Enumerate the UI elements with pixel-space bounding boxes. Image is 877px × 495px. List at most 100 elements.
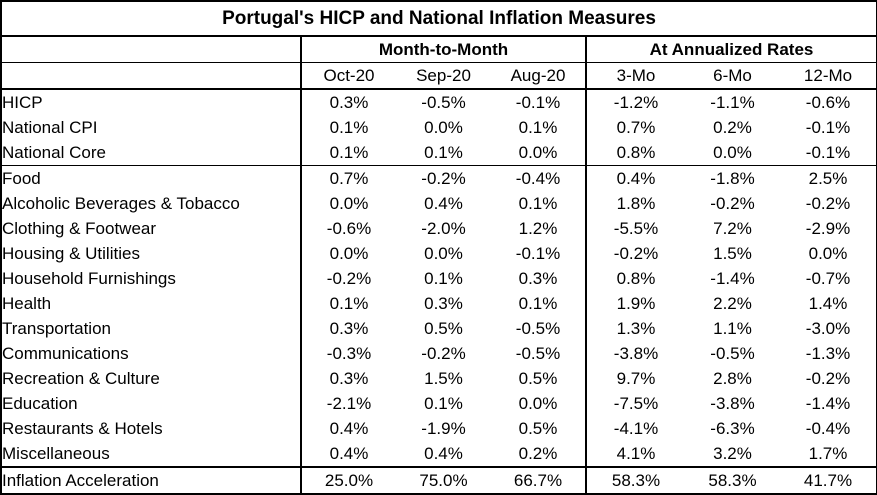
value-cell: 0.2% [713, 118, 752, 137]
value-cell: -0.4% [491, 165, 587, 191]
value-cell: 0.0% [713, 143, 752, 162]
group-month-to-month: Month-to-Month [300, 36, 587, 63]
value-cell: -1.1% [710, 93, 755, 112]
value-cell: 0.4% [329, 419, 369, 438]
table-row: Inflation Acceleration 25.0% 75.0% 66.7% 58.… [0, 466, 877, 495]
column-header: Oct-20 [301, 62, 396, 90]
value-cell: -0.1% [491, 241, 587, 266]
value-cell: 3.2% [713, 444, 752, 463]
column-header: 6-Mo [685, 62, 780, 90]
value-cell: 0.0% [491, 391, 587, 416]
table-row: Household Furnishings -0.2% 0.1% 0.3% 0.8% -1… [0, 266, 877, 291]
table-row: National CPI 0.1% 0.0% 0.1% 0.7% 0.2% -0.1% [0, 115, 877, 140]
value-cell: -2.9% [780, 216, 877, 241]
group-header-row: Month-to-Month At Annualized Rates [0, 36, 877, 63]
table-row: Miscellaneous 0.4% 0.4% 0.2% 4.1% 3.2% 1.7% [0, 441, 877, 467]
table-row: Communications -0.3% -0.2% -0.5% -3.8% -0.5% -… [0, 341, 877, 366]
column-header: 12-Mo [780, 62, 877, 90]
row-label: Transportation [0, 316, 302, 341]
table-row: Alcoholic Beverages & Tobacco 0.0% 0.4% 0.1… [0, 191, 877, 216]
row-label: National Core [0, 140, 302, 166]
value-cell: 75.0% [396, 466, 491, 495]
value-cell: 0.4% [329, 444, 369, 463]
value-cell: -0.2% [780, 366, 877, 391]
value-cell: 4.1% [616, 444, 656, 463]
value-cell: 0.1% [491, 291, 587, 316]
value-cell: 0.0% [424, 118, 463, 137]
value-cell: 0.8% [616, 269, 656, 288]
value-cell: 1.1% [713, 319, 752, 338]
value-cell: 0.1% [329, 118, 369, 137]
value-cell: 0.3% [424, 294, 463, 313]
row-label: HICP [0, 89, 302, 115]
column-header: Sep-20 [396, 62, 491, 90]
row-label: Recreation & Culture [0, 366, 302, 391]
value-cell: -0.6% [326, 219, 372, 238]
value-cell: 58.3% [685, 466, 780, 495]
table-row: Housing & Utilities 0.0% 0.0% -0.1% -0.2% 1.5… [0, 241, 877, 266]
table-row: Recreation & Culture 0.3% 1.5% 0.5% 9.7% 2.8%… [0, 366, 877, 391]
value-cell: -3.0% [780, 316, 877, 341]
row-label: Housing & Utilities [0, 241, 302, 266]
table-row: Health 0.1% 0.3% 0.1% 1.9% 2.2% 1.4% [0, 291, 877, 316]
value-cell: -1.8% [685, 165, 780, 191]
row-label: Communications [0, 341, 302, 366]
row-label: Inflation Acceleration [0, 466, 302, 495]
value-cell: 0.4% [424, 194, 463, 213]
value-cell: 0.0% [329, 244, 369, 263]
value-cell: 0.0% [329, 194, 369, 213]
value-cell: 0.1% [329, 294, 369, 313]
value-cell: -1.3% [780, 341, 877, 366]
value-cell: -0.2% [396, 165, 491, 191]
value-cell: 0.4% [424, 444, 463, 463]
row-label: National CPI [0, 115, 302, 140]
value-cell: 66.7% [491, 466, 587, 495]
row-label: Education [0, 391, 302, 416]
row-label: Clothing & Footwear [0, 216, 302, 241]
title-row: Portugal's HICP and National Inflation M… [0, 0, 877, 37]
value-cell: -0.5% [491, 341, 587, 366]
value-cell: -0.5% [710, 344, 755, 363]
value-cell: 0.5% [491, 416, 587, 441]
column-header-row: Oct-20 Sep-20 Aug-20 3-Mo 6-Mo 12-Mo [0, 62, 877, 90]
value-cell: 0.1% [329, 143, 369, 162]
value-cell: 0.3% [329, 93, 369, 112]
table-row: Food 0.7% -0.2% -0.4% 0.4% -1.8% 2.5% [0, 165, 877, 191]
value-cell: 9.7% [616, 369, 656, 388]
value-cell: -2.0% [421, 219, 466, 238]
value-cell: -3.8% [613, 344, 659, 363]
value-cell: -7.5% [613, 394, 659, 413]
row-label: Restaurants & Hotels [0, 416, 302, 441]
value-cell: -0.1% [780, 115, 877, 140]
value-cell: -1.4% [780, 391, 877, 416]
value-cell: 41.7% [780, 466, 877, 495]
value-cell: -0.2% [421, 344, 466, 363]
value-cell: 0.7% [301, 165, 396, 191]
value-cell: -1.2% [613, 93, 659, 112]
value-cell: 0.1% [424, 143, 463, 162]
value-cell: -6.3% [710, 419, 755, 438]
value-cell: 1.4% [780, 291, 877, 316]
value-cell: 0.2% [491, 441, 587, 467]
value-cell: -1.9% [421, 419, 466, 438]
value-cell: 0.3% [329, 369, 369, 388]
value-cell: -5.5% [613, 219, 659, 238]
value-cell: 0.0% [424, 244, 463, 263]
value-cell: 1.5% [713, 244, 752, 263]
value-cell: 0.7% [616, 118, 656, 137]
value-cell: 0.0% [491, 140, 587, 166]
row-label: Food [0, 165, 302, 191]
group-annualized: At Annualized Rates [585, 36, 877, 63]
value-cell: 0.8% [616, 143, 656, 162]
value-cell: 0.5% [424, 319, 463, 338]
value-cell: 58.3% [586, 466, 685, 495]
value-cell: 1.7% [780, 441, 877, 467]
value-cell: -1.4% [710, 269, 755, 288]
value-cell: 0.0% [780, 241, 877, 266]
row-label: Health [0, 291, 302, 316]
value-cell: 0.1% [491, 115, 587, 140]
row-label: Miscellaneous [0, 441, 302, 467]
table-title: Portugal's HICP and National Inflation M… [0, 0, 877, 37]
value-cell: -0.5% [421, 93, 466, 112]
